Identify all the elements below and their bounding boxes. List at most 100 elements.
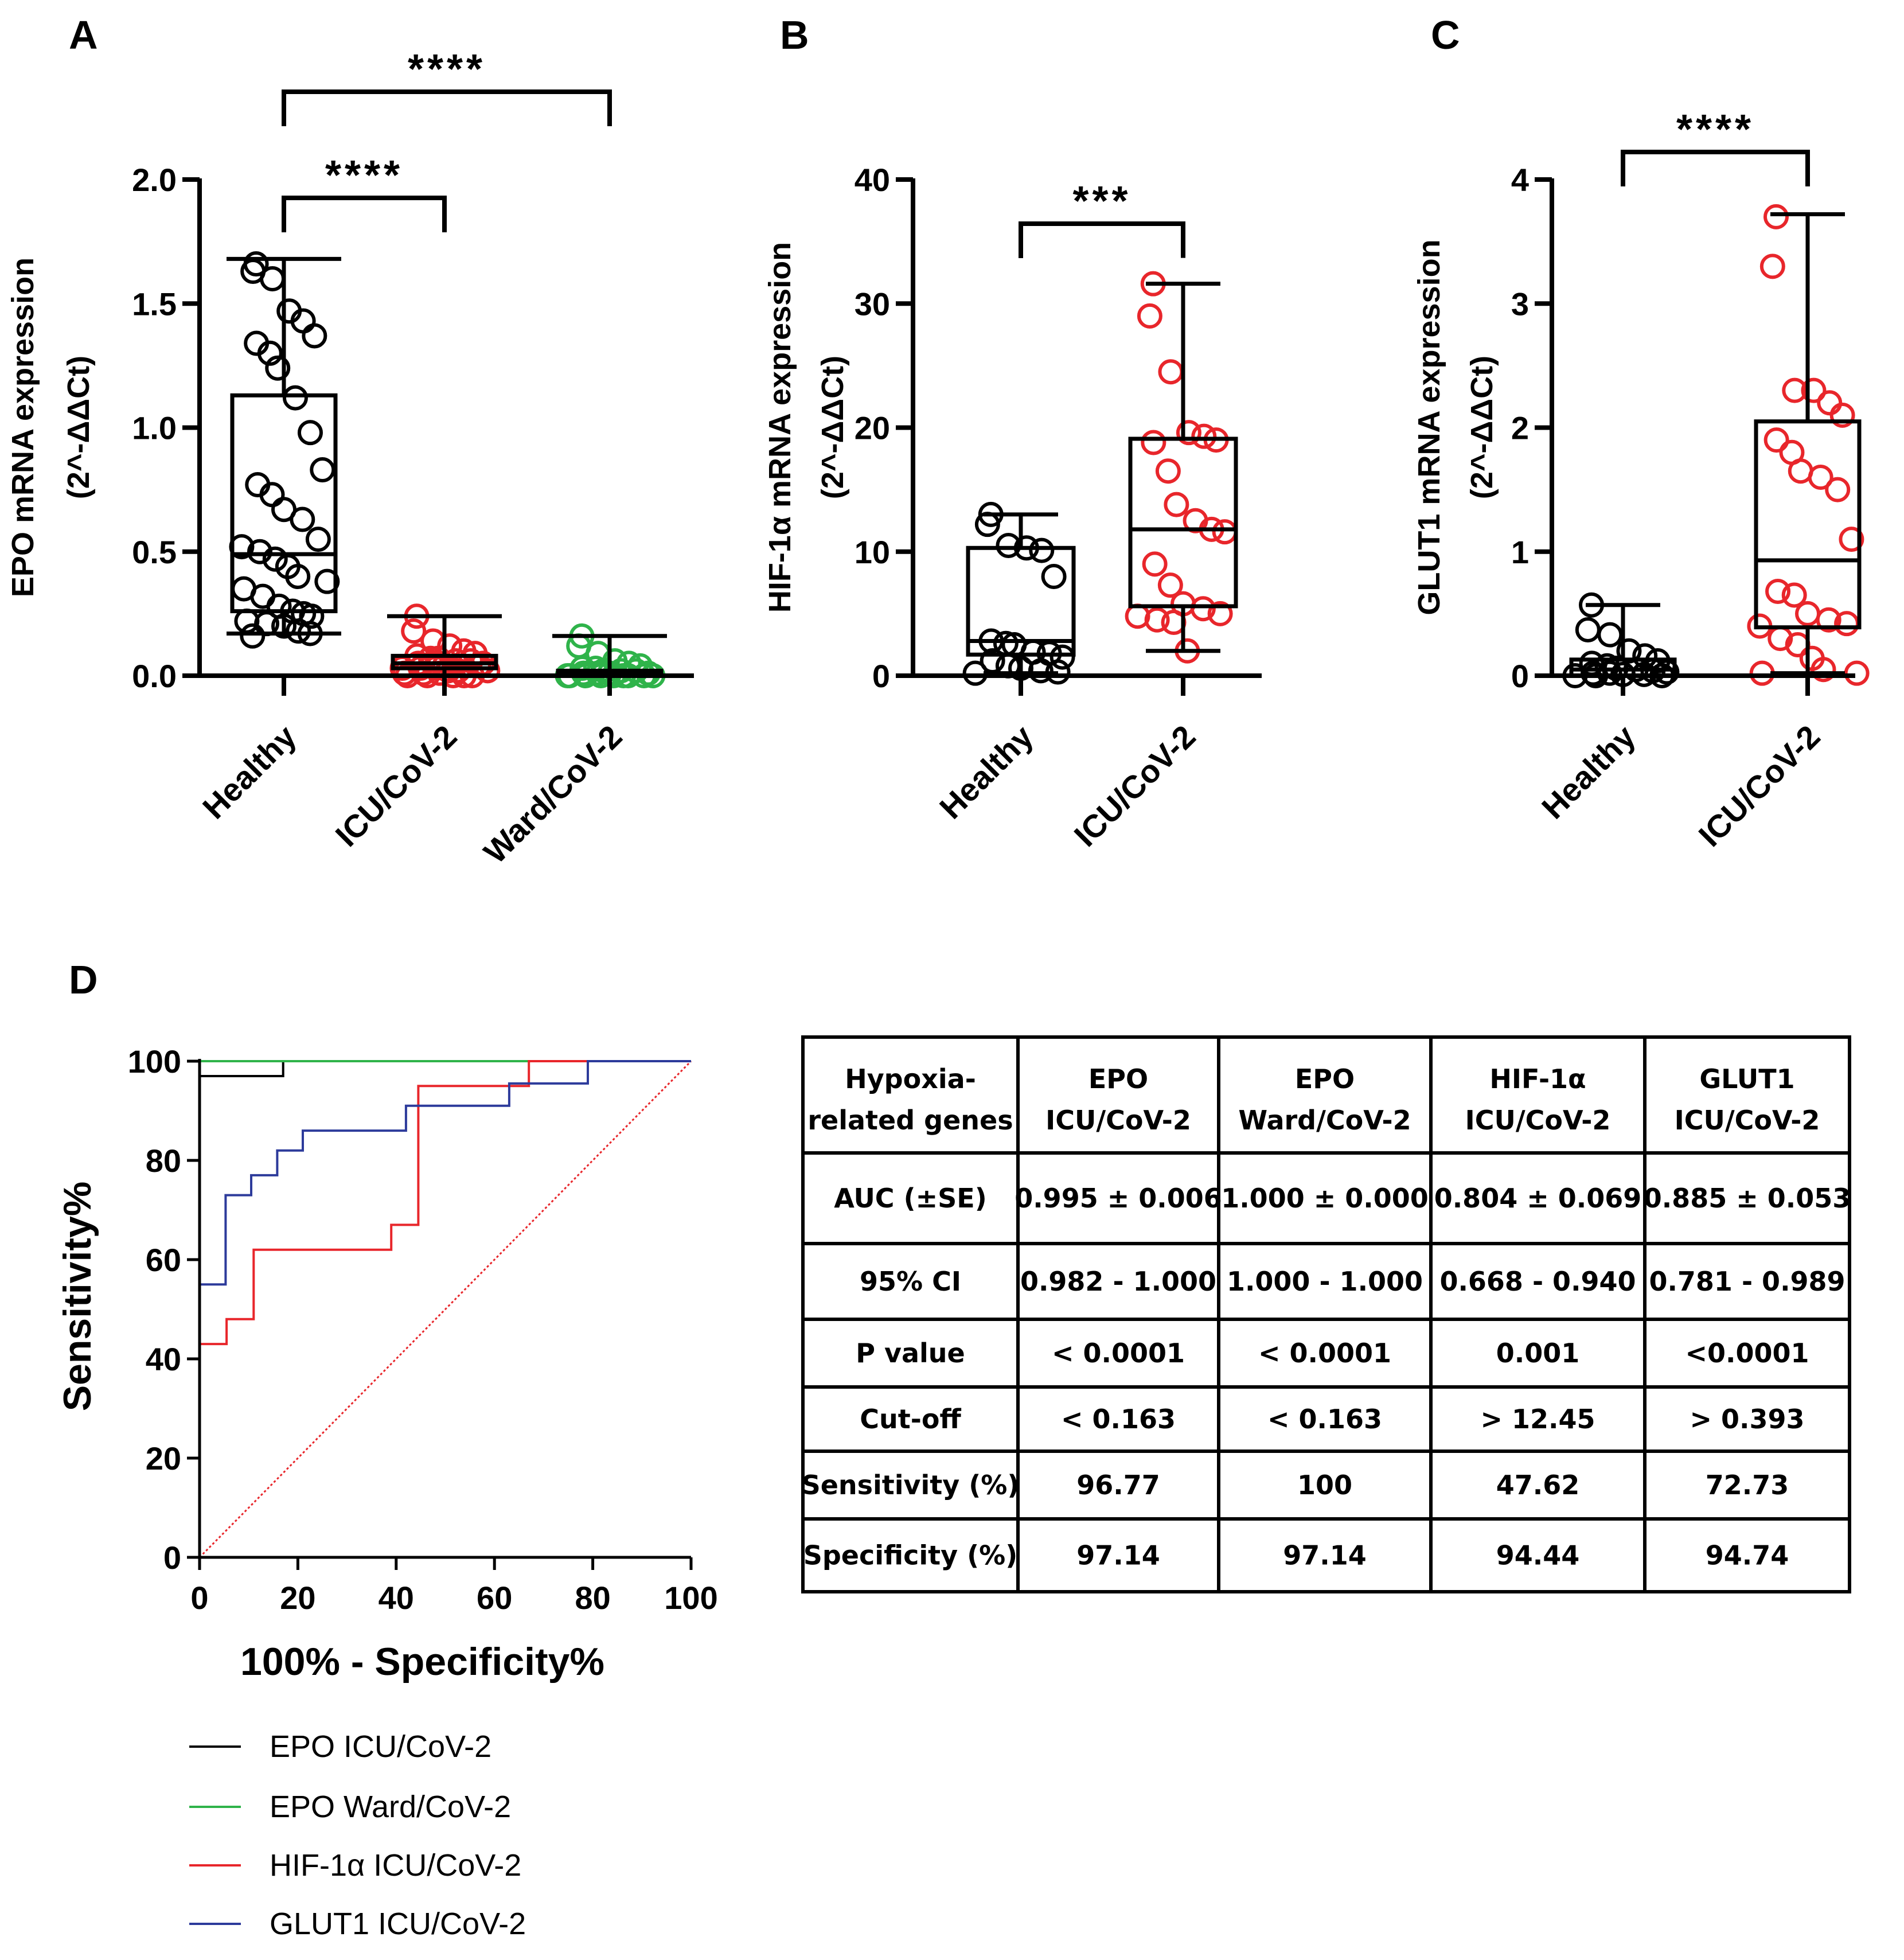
y-tick-label: 40 bbox=[855, 162, 890, 198]
y-tick-label: 2.0 bbox=[132, 162, 177, 198]
significance-label: *** bbox=[1072, 178, 1131, 224]
legend: EPO ICU/CoV-2 EPO Ward/CoV-2 HIF-1α ICU/Co… bbox=[189, 1729, 526, 1941]
table-cell: <0.0001 bbox=[1685, 1338, 1809, 1369]
roc-curve bbox=[198, 1060, 691, 1557]
panel-label: A bbox=[69, 13, 98, 57]
legend-label: EPO ICU/CoV-2 bbox=[270, 1729, 491, 1764]
data-point bbox=[1765, 578, 1791, 604]
y-tick-label: 4 bbox=[1511, 162, 1529, 198]
data-point bbox=[1190, 596, 1216, 622]
data-point bbox=[305, 527, 331, 552]
y-tick-label: 1 bbox=[1511, 534, 1529, 570]
table-cell: 0.001 bbox=[1496, 1338, 1580, 1369]
data-point bbox=[475, 658, 501, 684]
legend-label: EPO Ward/CoV-2 bbox=[270, 1790, 511, 1824]
data-point bbox=[1049, 644, 1075, 670]
y-tick-label: 80 bbox=[146, 1143, 181, 1179]
y-tick-label: 10 bbox=[855, 534, 890, 570]
panel-label: D bbox=[69, 957, 98, 1002]
table-cell: 0.995 ± 0.006 bbox=[1015, 1183, 1222, 1214]
table-header-line2: ICU/CoV-2 bbox=[1675, 1105, 1820, 1136]
box bbox=[230, 393, 338, 614]
data-point bbox=[285, 564, 311, 589]
table-header-line2: ICU/CoV-2 bbox=[1465, 1105, 1611, 1136]
data-point bbox=[1028, 658, 1054, 684]
table-header-line1: EPO bbox=[1295, 1063, 1355, 1094]
y-axis-label: Sensitivity% bbox=[56, 1182, 99, 1412]
table-cell: > 0.393 bbox=[1690, 1404, 1804, 1435]
data-point bbox=[1155, 458, 1181, 484]
x-tick-label: 20 bbox=[280, 1580, 315, 1616]
table-cell: 100 bbox=[1297, 1470, 1352, 1501]
panel-c: C 0 1 2 3 4 GLUT1 mRNA expression (2^-ΔΔCt) Heal… bbox=[1412, 13, 1870, 854]
y-tick-label: 0 bbox=[872, 658, 890, 694]
data-point bbox=[1844, 660, 1870, 686]
x-category-label: Healthy bbox=[933, 718, 1040, 826]
data-point bbox=[1176, 420, 1201, 446]
y-tick-label: 100 bbox=[128, 1043, 181, 1080]
table-cell: < 0.163 bbox=[1267, 1404, 1382, 1435]
data-point bbox=[1144, 607, 1170, 633]
table-cell: 1.000 ± 0.000 bbox=[1221, 1183, 1429, 1214]
y-axis-label: GLUT1 mRNA expression bbox=[1412, 239, 1446, 615]
roc-curve bbox=[198, 1060, 691, 1557]
data-point bbox=[257, 340, 283, 366]
significance-bracket bbox=[1621, 150, 1810, 186]
table-cell: 0.668 - 0.940 bbox=[1439, 1266, 1636, 1297]
legend-label: HIF-1α ICU/CoV-2 bbox=[270, 1848, 521, 1883]
table-cell: AUC (±SE) bbox=[834, 1183, 986, 1214]
data-point bbox=[302, 323, 327, 349]
y-tick-label: 0 bbox=[1511, 658, 1529, 694]
table-cell: 0.804 ± 0.069 bbox=[1434, 1183, 1642, 1214]
data-point bbox=[1808, 465, 1833, 490]
data-point bbox=[297, 420, 323, 446]
data-point bbox=[962, 660, 988, 686]
data-point bbox=[1597, 660, 1622, 686]
y-tick-label: 20 bbox=[855, 410, 890, 446]
legend-label: GLUT1 ICU/CoV-2 bbox=[270, 1907, 526, 1941]
data-point bbox=[1759, 254, 1785, 279]
table-cell: > 12.45 bbox=[1480, 1404, 1595, 1435]
x-tick-label: 60 bbox=[477, 1580, 512, 1616]
y-tick-label: 3 bbox=[1511, 286, 1529, 322]
x-axis-label: 100% - Specificity% bbox=[240, 1640, 604, 1684]
y-tick-label: 60 bbox=[146, 1242, 181, 1278]
data-point bbox=[1811, 657, 1836, 683]
data-point bbox=[299, 603, 325, 629]
data-point bbox=[1597, 622, 1623, 648]
data-point bbox=[1749, 660, 1775, 686]
significance-label: **** bbox=[1676, 107, 1754, 153]
data-point bbox=[1164, 492, 1189, 517]
data-point bbox=[1817, 390, 1843, 416]
table-cell: Sensitivity (%) bbox=[802, 1470, 1020, 1501]
significance-label: **** bbox=[325, 153, 403, 198]
y-tick-label: 0.0 bbox=[132, 658, 177, 694]
data-point bbox=[1816, 607, 1841, 633]
data-point bbox=[1829, 402, 1855, 428]
data-point bbox=[1207, 601, 1233, 626]
y-tick-label: 20 bbox=[146, 1440, 181, 1476]
y-tick-label: 1.5 bbox=[132, 286, 177, 322]
table-header-line1: HIF-1α bbox=[1489, 1063, 1586, 1094]
panel-d: D 00 20 20 40 40 60 60 80 80 100 100 100% - Specific… bbox=[56, 957, 718, 1941]
y-tick-label: 30 bbox=[855, 286, 890, 322]
data-point bbox=[1839, 527, 1864, 552]
table-header-line2: related genes bbox=[807, 1105, 1013, 1136]
table-header-line2: ICU/CoV-2 bbox=[1045, 1105, 1191, 1136]
significance-bracket bbox=[282, 196, 447, 232]
data-point bbox=[1795, 601, 1820, 626]
box bbox=[1754, 419, 1862, 630]
data-point bbox=[1825, 477, 1851, 502]
data-point bbox=[260, 266, 286, 291]
x-category-label: ICU/CoV-2 bbox=[1067, 718, 1203, 854]
data-point bbox=[1041, 564, 1067, 589]
box bbox=[1128, 437, 1238, 609]
data-point bbox=[250, 583, 276, 609]
y-axis-label-units: (2^-ΔΔCt) bbox=[816, 356, 850, 499]
y-tick-label: 0.5 bbox=[132, 534, 177, 570]
data-point bbox=[1763, 427, 1789, 453]
data-point bbox=[1029, 537, 1055, 563]
reference-diagonal bbox=[198, 1060, 692, 1558]
table-cell: < 0.0001 bbox=[1052, 1338, 1185, 1369]
